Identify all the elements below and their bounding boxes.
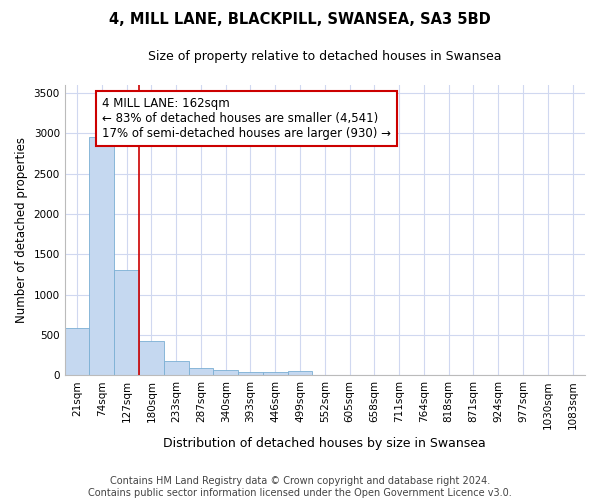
Bar	[287, 371, 313, 375]
Bar	[188, 368, 214, 375]
Bar	[65, 328, 89, 375]
Text: 4 MILL LANE: 162sqm
← 83% of detached houses are smaller (4,541)
17% of semi-det: 4 MILL LANE: 162sqm ← 83% of detached ho…	[102, 97, 391, 140]
Bar	[89, 138, 114, 375]
Title: Size of property relative to detached houses in Swansea: Size of property relative to detached ho…	[148, 50, 502, 63]
Text: 4, MILL LANE, BLACKPILL, SWANSEA, SA3 5BD: 4, MILL LANE, BLACKPILL, SWANSEA, SA3 5B…	[109, 12, 491, 28]
Bar	[164, 362, 188, 375]
Text: Contains HM Land Registry data © Crown copyright and database right 2024.
Contai: Contains HM Land Registry data © Crown c…	[88, 476, 512, 498]
Bar	[214, 370, 238, 375]
Bar	[114, 270, 139, 375]
Bar	[263, 372, 287, 375]
Bar	[238, 372, 263, 375]
X-axis label: Distribution of detached houses by size in Swansea: Distribution of detached houses by size …	[163, 437, 486, 450]
Y-axis label: Number of detached properties: Number of detached properties	[15, 137, 28, 323]
Bar	[139, 342, 164, 375]
